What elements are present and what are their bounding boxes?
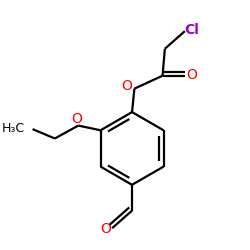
Text: O: O — [100, 222, 111, 236]
Text: O: O — [72, 112, 83, 126]
Text: H₃C: H₃C — [2, 122, 25, 135]
Text: O: O — [122, 79, 132, 93]
Text: O: O — [186, 68, 197, 82]
Text: Cl: Cl — [184, 23, 199, 37]
